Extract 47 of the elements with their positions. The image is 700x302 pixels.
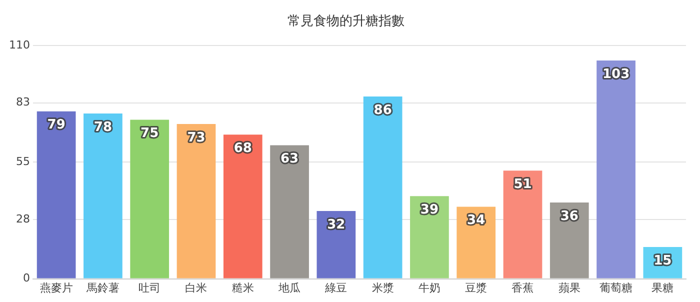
data-label: 51 [514, 177, 532, 192]
x-tick-label: 米漿 [372, 281, 394, 294]
data-label: 103 [602, 66, 630, 82]
x-tick-label: 馬鈴薯 [85, 281, 120, 294]
x-tick-label: 燕麥片 [40, 281, 73, 294]
bar [503, 170, 542, 278]
data-label: 39 [420, 202, 439, 218]
data-label: 78 [94, 120, 112, 135]
x-tick-label: 綠豆 [324, 281, 348, 294]
data-label: 15 [654, 253, 672, 268]
y-tick-label: 110 [8, 38, 30, 52]
bar [316, 210, 356, 278]
bar [270, 145, 309, 278]
bar [130, 120, 170, 278]
data-label: 63 [280, 152, 299, 167]
x-tick-label: 地瓜 [278, 281, 301, 294]
x-tick-label: 蘋果 [558, 281, 580, 294]
x-tick-label: 糙米 [232, 281, 254, 294]
bar [363, 96, 402, 278]
x-tick-label: 豆漿 [465, 281, 488, 294]
data-label: 79 [47, 118, 66, 133]
data-label: 32 [327, 217, 346, 232]
x-tick-label: 吐司 [138, 281, 161, 294]
bar [410, 196, 449, 278]
x-tick-label: 葡萄糖 [600, 281, 633, 294]
x-tick-label: 香蕉 [512, 281, 534, 294]
bar [596, 60, 636, 278]
data-label: 86 [374, 102, 392, 118]
bar [456, 206, 496, 278]
y-tick-label: 55 [16, 155, 30, 168]
data-label: 73 [187, 130, 206, 146]
bar [223, 134, 262, 278]
chart-title: 常見食物的升糖指數 [288, 14, 404, 30]
data-label: 34 [467, 213, 486, 228]
data-label: 68 [234, 141, 252, 156]
y-tick-label: 0 [22, 272, 30, 285]
bar [176, 124, 216, 278]
bar [550, 202, 589, 278]
bar [84, 113, 122, 278]
y-tick-label: 83 [16, 96, 30, 109]
data-label: 36 [560, 208, 578, 224]
x-tick-label: 果糖 [652, 281, 674, 294]
data-label: 75 [140, 126, 159, 142]
x-tick-label: 白米 [185, 281, 208, 294]
y-tick-label: 28 [16, 212, 30, 226]
x-tick-label: 牛奶 [418, 281, 440, 294]
bar [36, 111, 76, 278]
